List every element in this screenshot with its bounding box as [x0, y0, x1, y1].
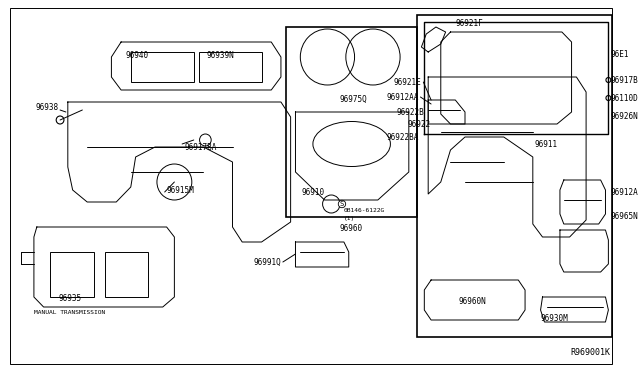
Bar	[104, 252, 148, 297]
Text: 96960N: 96960N	[459, 297, 486, 306]
Text: 96930M: 96930M	[540, 314, 568, 323]
Text: 96922B: 96922B	[397, 108, 424, 116]
Text: 96991Q: 96991Q	[253, 257, 281, 266]
Text: (1): (1)	[344, 216, 355, 221]
Text: 96960: 96960	[339, 224, 362, 233]
Text: 96110D: 96110D	[611, 93, 638, 103]
Text: 96940: 96940	[126, 51, 149, 60]
Text: 96938: 96938	[35, 103, 58, 112]
Bar	[51, 252, 94, 297]
Text: R969001K: R969001K	[570, 348, 611, 357]
Text: 96921E: 96921E	[394, 77, 421, 87]
Text: 96E1: 96E1	[611, 49, 629, 58]
Text: 96922BA: 96922BA	[386, 132, 419, 141]
Text: 96910: 96910	[301, 187, 324, 196]
Text: 96975Q: 96975Q	[340, 95, 367, 104]
Text: 96915M: 96915M	[166, 186, 195, 195]
Text: 96935: 96935	[58, 294, 81, 303]
Text: MANUAL TRANSMISSION: MANUAL TRANSMISSION	[34, 310, 106, 315]
Bar	[131, 52, 194, 82]
Text: 96911: 96911	[535, 140, 558, 149]
Bar	[286, 27, 417, 217]
Text: 96917B: 96917B	[611, 76, 638, 84]
Text: 96965N: 96965N	[611, 212, 638, 221]
Text: 96939N: 96939N	[207, 51, 235, 60]
Text: 0B146-6122G: 0B146-6122G	[344, 208, 385, 213]
Text: S: S	[340, 201, 344, 207]
Text: 96922: 96922	[408, 119, 431, 128]
Text: 96912A: 96912A	[611, 187, 638, 196]
Text: 96912AA: 96912AA	[386, 93, 419, 102]
Text: 96917BA: 96917BA	[184, 142, 216, 151]
Bar	[417, 15, 612, 337]
Bar	[198, 52, 262, 82]
Text: 96926N: 96926N	[611, 112, 638, 121]
Text: 96921F: 96921F	[455, 19, 483, 28]
